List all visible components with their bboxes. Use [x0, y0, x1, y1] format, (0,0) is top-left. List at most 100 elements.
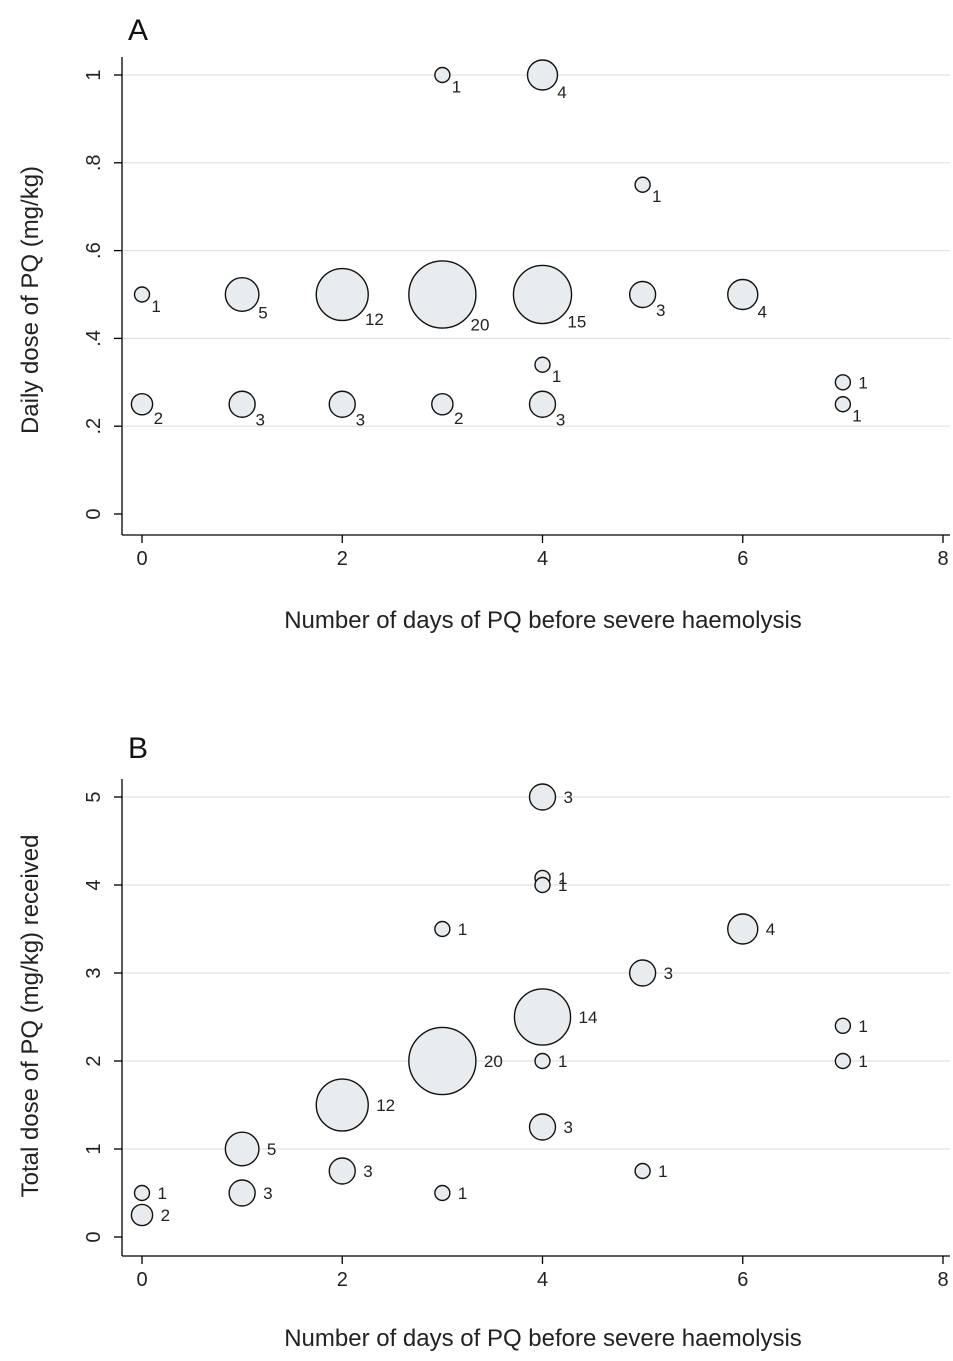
panel-a-y-axis-label: Daily dose of PQ (mg/kg): [17, 166, 44, 434]
y-tick-label: 5: [83, 791, 105, 802]
y-tick-label: .2: [83, 418, 105, 435]
data-label: 1: [652, 187, 661, 206]
data-bubble: [528, 390, 557, 418]
data-label: 3: [664, 964, 673, 983]
data-label: 3: [255, 411, 264, 430]
panel-a: A 0.2.4.6.810 2 4 6 8 1 411 5 12 20 153 41 12 3 3 2 3 1 …: [17, 14, 950, 634]
data-label: 3: [656, 301, 665, 320]
data-bubble: [834, 1052, 852, 1070]
data-label: 1: [558, 876, 567, 895]
data-bubble: [834, 396, 852, 413]
x-tick-label: 4: [537, 548, 548, 570]
x-tick-label: 6: [737, 1269, 748, 1291]
data-label: 2: [161, 1206, 170, 1225]
panel-b-y-axis-label: Total dose of PQ (mg/kg) received: [17, 835, 44, 1198]
data-bubble: [434, 920, 451, 938]
x-tick-label: 2: [337, 548, 348, 570]
y-tick-label: 0: [83, 508, 105, 519]
y-tick-label: .6: [83, 242, 105, 259]
data-bubble: [727, 913, 759, 945]
data-bubble: [512, 264, 573, 325]
data-label: 3: [563, 788, 572, 807]
panel-a-x-axis-label: Number of days of PQ before severe haemo…: [284, 607, 802, 634]
panel-a-bubbles: 1 411 5 12 20 153 41 12 3 3 2 3 1: [130, 59, 868, 430]
data-label: 1: [151, 297, 160, 316]
data-bubble: [528, 783, 557, 811]
data-bubble: [130, 1203, 154, 1227]
data-bubble: [727, 278, 759, 311]
data-label: 4: [557, 83, 566, 102]
data-bubble: [228, 1179, 256, 1207]
data-label: 1: [552, 367, 561, 386]
data-bubble: [224, 1131, 260, 1167]
data-bubble: [315, 1078, 369, 1132]
data-bubble: [528, 1113, 557, 1141]
data-bubble: [634, 176, 651, 193]
data-label: 3: [556, 411, 565, 430]
data-bubble: [628, 280, 657, 309]
y-tick-label: 1: [83, 69, 105, 80]
y-tick-label: 3: [83, 967, 105, 978]
data-label: 20: [471, 316, 490, 335]
x-tick-label: 0: [136, 1269, 147, 1291]
data-bubble: [328, 1157, 356, 1185]
y-tick-label: 2: [83, 1055, 105, 1066]
panel-a-axes: 0 .2 .4 .6 .8 1 0 2 4 6 8: [83, 57, 950, 570]
data-bubble: [133, 1184, 151, 1202]
data-label: 1: [858, 1017, 867, 1036]
data-label: 4: [758, 302, 767, 321]
y-tick-label: .8: [83, 154, 105, 171]
data-label: 5: [258, 304, 267, 323]
x-tick-label: 8: [937, 548, 948, 570]
data-bubble: [408, 260, 477, 329]
data-label: 1: [658, 1162, 667, 1181]
data-label: 1: [858, 1052, 867, 1071]
x-tick-label: 0: [136, 548, 147, 570]
data-bubble: [328, 390, 356, 418]
data-bubble: [834, 1017, 852, 1035]
panel-label-a: A: [128, 14, 148, 47]
data-bubble: [834, 374, 852, 391]
data-label: 1: [158, 1184, 167, 1203]
data-bubble: [534, 1052, 551, 1070]
x-tick-label: 4: [537, 1269, 548, 1291]
data-label: 1: [558, 1052, 567, 1071]
data-label: 3: [563, 1118, 572, 1137]
y-tick-label: 4: [83, 879, 105, 890]
data-label: 14: [579, 1008, 598, 1027]
panel-label-b: B: [128, 732, 148, 765]
x-tick-label: 2: [337, 1269, 348, 1291]
data-label: 3: [363, 1162, 372, 1181]
data-label: 20: [484, 1052, 503, 1071]
data-label: 15: [567, 312, 586, 331]
x-tick-label: 8: [937, 1269, 948, 1291]
panel-b-axes: 0 1 2 3 4 5 0 2 4 6 8: [83, 779, 950, 1291]
data-bubble: [408, 1026, 477, 1096]
data-label: 1: [452, 77, 461, 96]
y-tick-label: 0: [83, 1231, 105, 1242]
data-bubble: [534, 876, 551, 894]
panel-b-x-axis-label: Number of days of PQ before severe haemo…: [284, 1325, 802, 1352]
y-tick-label: .4: [83, 330, 105, 347]
x-tick-label: 6: [737, 548, 748, 570]
data-label: 2: [154, 409, 163, 428]
data-bubble: [130, 392, 154, 416]
data-bubble: [534, 356, 551, 373]
data-label: 1: [852, 407, 861, 426]
data-label: 4: [766, 920, 775, 939]
data-label: 5: [267, 1140, 276, 1159]
data-label: 1: [858, 373, 867, 392]
data-bubble: [224, 277, 260, 312]
data-label: 1: [458, 920, 467, 939]
data-bubble: [228, 390, 256, 418]
data-bubble: [315, 267, 369, 322]
data-bubble: [634, 1162, 651, 1180]
panel-a-gridlines: [122, 74, 950, 427]
data-bubble: [133, 286, 151, 303]
data-label: 3: [356, 411, 365, 430]
data-label: 1: [558, 869, 567, 888]
y-tick-label: 1: [83, 1143, 105, 1154]
